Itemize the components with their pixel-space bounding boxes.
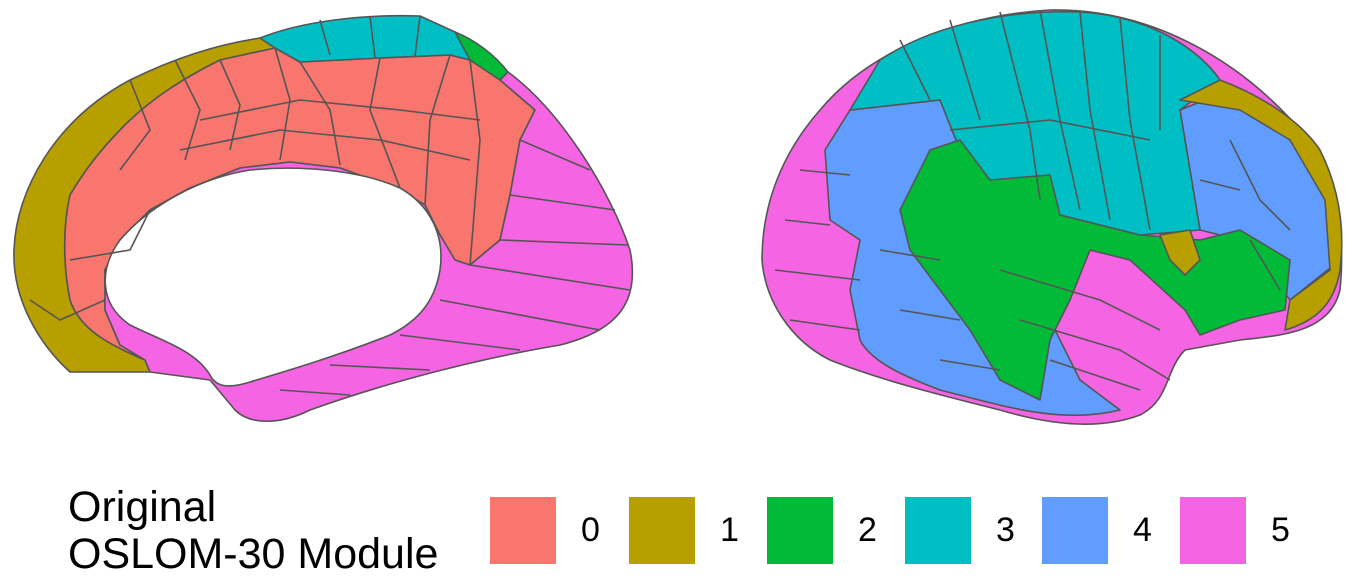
legend-swatch-0 <box>490 497 556 564</box>
lateral-module-1-region-b <box>1159 229 1201 276</box>
lateral-parcel-lines <box>774 9 1291 391</box>
medial-wall-cutout <box>104 167 442 387</box>
legend-label-4: 4 <box>1133 511 1152 549</box>
medial-parcel-lines <box>29 15 631 396</box>
legend-label-3: 3 <box>996 511 1015 549</box>
legend-label-1: 1 <box>720 511 739 549</box>
lateral-module-1-region <box>1179 79 1343 331</box>
legend-title: Original OSLOM-30 Module <box>68 483 439 578</box>
medial-brain-view <box>13 14 634 423</box>
legend-label-0: 0 <box>581 511 600 549</box>
lateral-module-3-region <box>849 10 1221 236</box>
legend-swatch-4 <box>1042 497 1108 564</box>
legend-label-2: 2 <box>858 511 877 549</box>
legend-swatch-1 <box>629 497 695 564</box>
medial-module-3-region <box>259 14 471 63</box>
lateral-module-2-region <box>899 139 1291 401</box>
lateral-brain-view <box>761 9 1343 425</box>
legend-swatch-2 <box>767 497 833 564</box>
legend-label-5: 5 <box>1271 511 1290 549</box>
legend-swatch-3 <box>905 497 971 564</box>
legend-swatch-5 <box>1180 497 1246 564</box>
